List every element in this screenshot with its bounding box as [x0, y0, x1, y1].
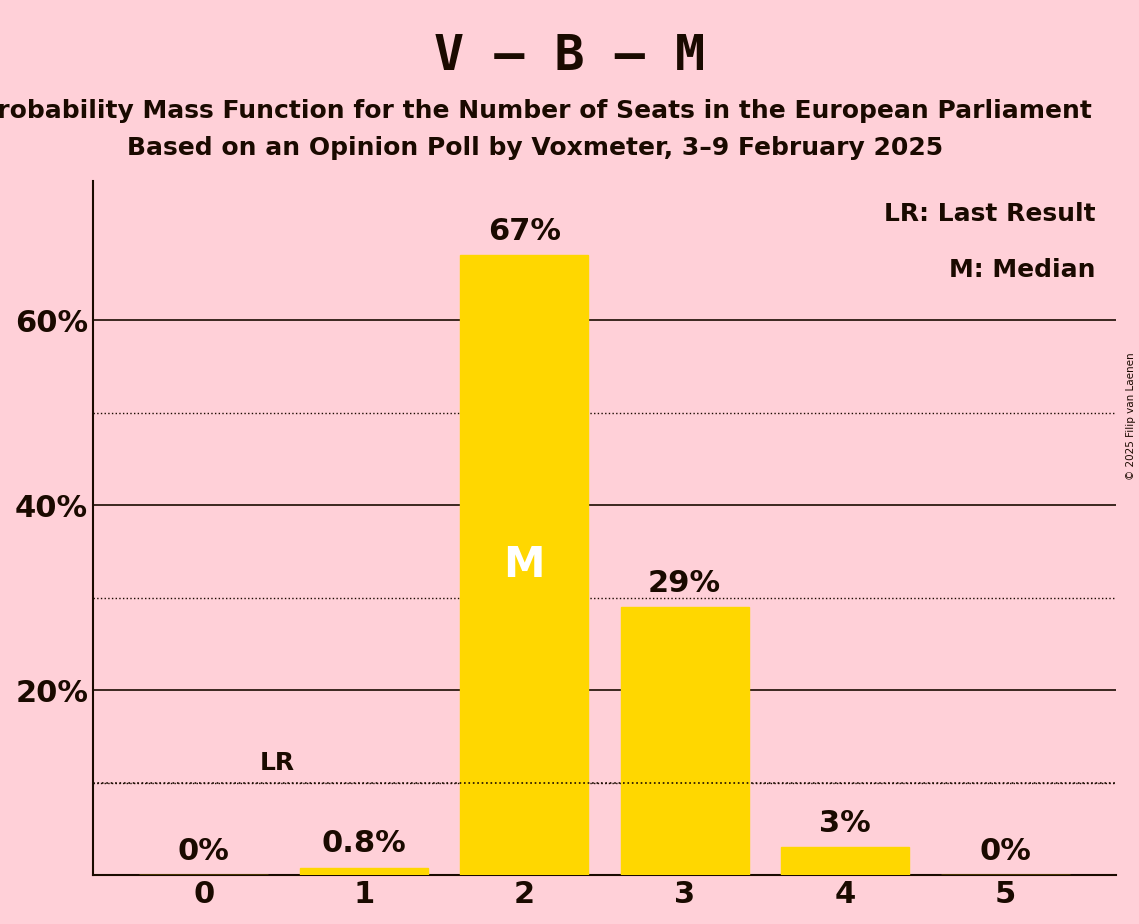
Text: 0%: 0% [178, 837, 230, 866]
Text: M: M [503, 544, 546, 586]
Text: LR: Last Result: LR: Last Result [884, 202, 1096, 226]
Bar [781, 847, 909, 875]
Bar [460, 255, 589, 875]
Text: © 2025 Filip van Laenen: © 2025 Filip van Laenen [1126, 352, 1136, 480]
Text: 0.8%: 0.8% [321, 830, 407, 858]
Text: 0%: 0% [980, 837, 1031, 866]
Bar [621, 607, 748, 875]
Bar [300, 868, 428, 875]
Text: 67%: 67% [487, 217, 560, 246]
Text: V – B – M: V – B – M [434, 32, 705, 80]
Text: 29%: 29% [648, 568, 721, 598]
Text: Probability Mass Function for the Number of Seats in the European Parliament: Probability Mass Function for the Number… [0, 99, 1092, 123]
Text: LR: LR [260, 751, 295, 775]
Text: M: Median: M: Median [949, 258, 1096, 282]
Text: Based on an Opinion Poll by Voxmeter, 3–9 February 2025: Based on an Opinion Poll by Voxmeter, 3–… [128, 136, 943, 160]
Text: 3%: 3% [819, 809, 871, 838]
